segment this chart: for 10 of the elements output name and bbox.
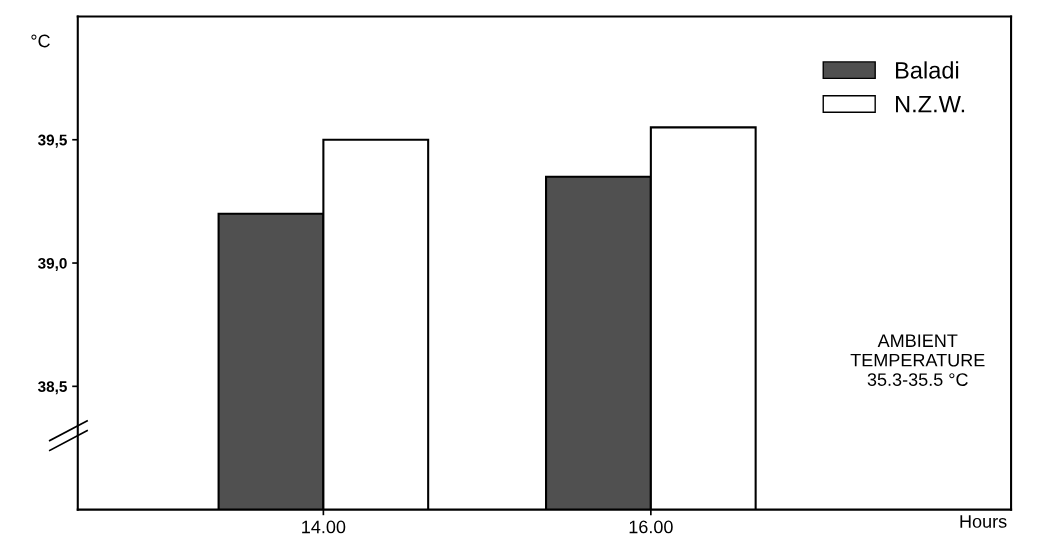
legend-label: N.Z.W. (896, 95, 965, 113)
legend-label: Baladi (896, 61, 959, 79)
annotation: AMBIENT TEMPERATURE 35.3-35.5 °C (850, 334, 985, 386)
x-tick-label: 14.00 (302, 520, 346, 534)
y-tick-label: 38,5 (37, 381, 67, 395)
x-tick-label: 16.00 (629, 520, 673, 534)
y-tick-label: 39,0 (37, 257, 67, 271)
y-axis-title: °C (31, 34, 50, 48)
x-axis-title: Hours (960, 515, 1007, 528)
y-tick-label: 39,5 (37, 134, 67, 148)
